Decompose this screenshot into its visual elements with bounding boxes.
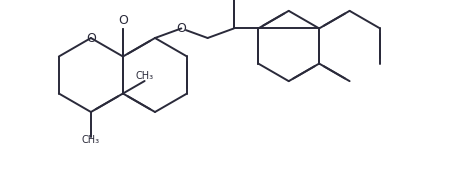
- Text: O: O: [177, 22, 186, 35]
- Text: CH₃: CH₃: [135, 71, 153, 81]
- Text: O: O: [229, 0, 239, 3]
- Text: O: O: [86, 31, 96, 45]
- Text: CH₃: CH₃: [82, 135, 100, 145]
- Text: O: O: [118, 14, 128, 27]
